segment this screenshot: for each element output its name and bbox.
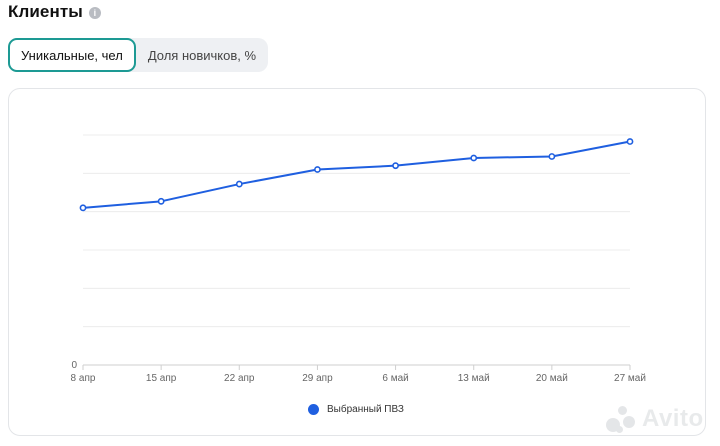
section-title: Клиенты	[8, 2, 83, 21]
tab-unique-clients[interactable]: Уникальные, чел	[8, 38, 136, 72]
x-tick-label: 6 май	[382, 373, 408, 384]
x-tick-label: 13 май	[458, 373, 490, 384]
avito-logo-icon	[604, 404, 638, 434]
watermark-text: Avito	[642, 405, 704, 432]
chart-legend[interactable]: Выбранный ПВЗ	[308, 404, 404, 415]
info-icon[interactable]: i	[88, 7, 101, 19]
tab-newcomers-share[interactable]: Доля новичков, %	[147, 47, 257, 63]
x-tick-label: 27 май	[614, 373, 646, 384]
data-point	[470, 154, 478, 162]
metric-tabs: Уникальные, чел Доля новичков, %	[8, 38, 269, 72]
data-point	[157, 197, 165, 205]
legend-marker	[308, 404, 319, 415]
y-tick-label: 0	[71, 360, 77, 371]
data-point	[392, 162, 399, 170]
avito-watermark: Avito	[604, 404, 704, 434]
x-tick-label: 8 апр	[71, 373, 96, 384]
data-point	[235, 180, 243, 188]
x-tick-label: 20 май	[536, 373, 568, 384]
data-point	[548, 153, 556, 160]
x-tick-label: 29 апр	[302, 373, 333, 384]
line-chart: 8 апр 15 апр 22 апр 29 апр 6 май 13 май 20 май…	[71, 134, 646, 384]
series-line	[82, 140, 631, 209]
data-point	[79, 204, 87, 212]
legend-label: Выбранный ПВЗ	[327, 404, 404, 415]
x-tick-label: 15 апр	[146, 373, 177, 384]
section-header: Клиенты i	[8, 2, 101, 22]
x-tick-label: 22 апр	[224, 373, 255, 384]
chart-card: 8 апр 15 апр 22 апр 29 апр 6 май 13 май 20 май…	[8, 88, 706, 436]
data-point	[626, 138, 634, 145]
data-point	[314, 166, 321, 173]
